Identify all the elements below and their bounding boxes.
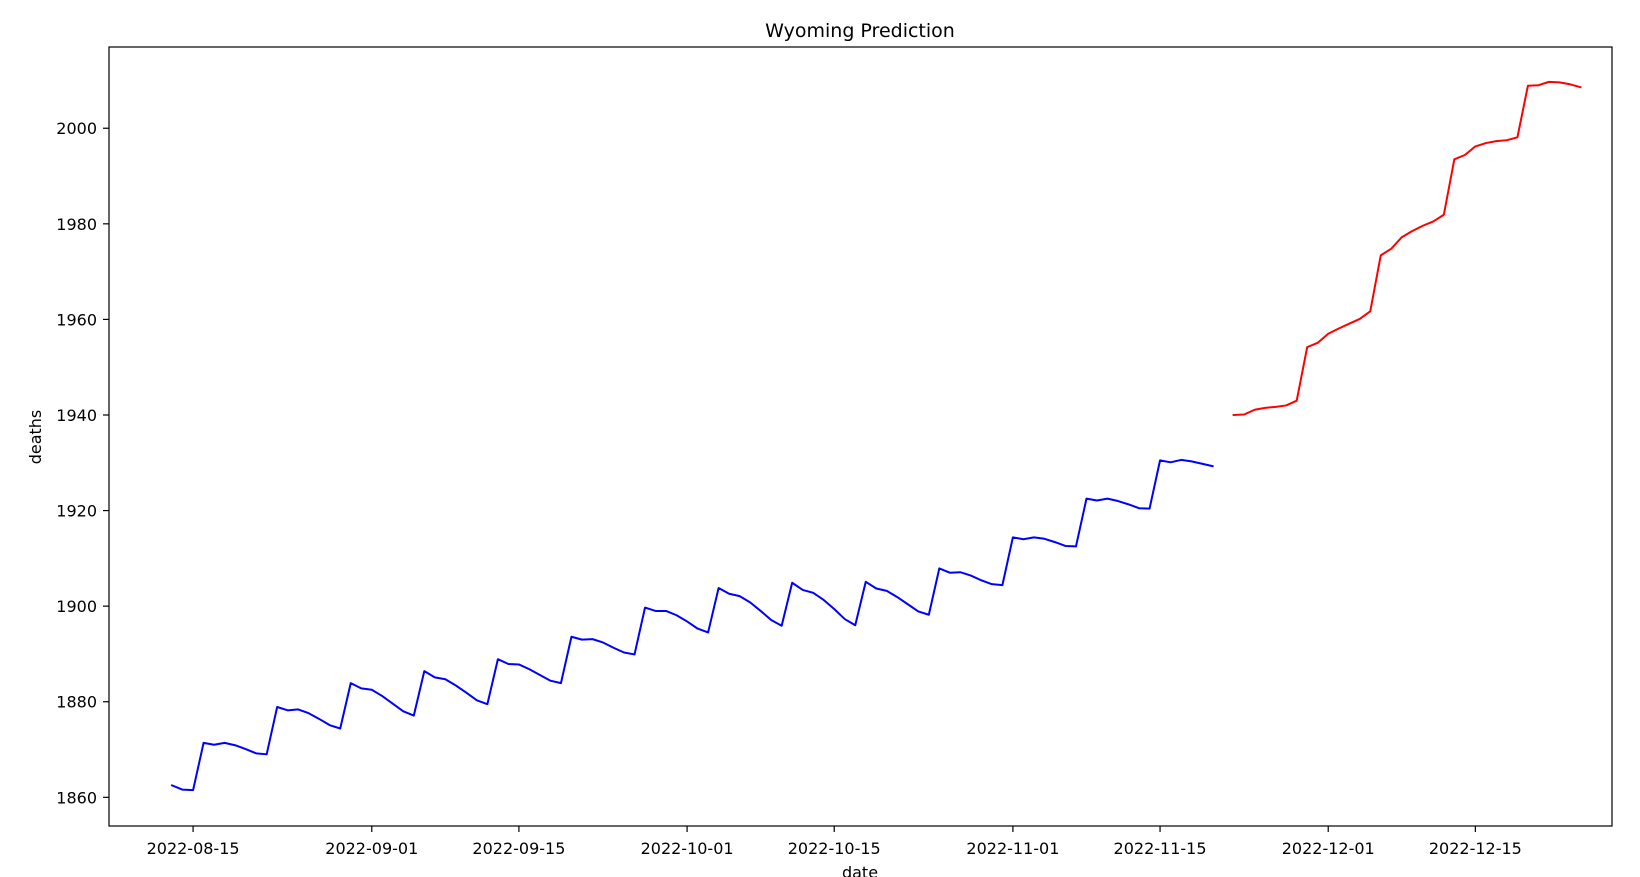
x-tick-label: 2022-11-15 — [1114, 839, 1207, 858]
y-tick-label: 1980 — [56, 215, 97, 234]
y-tick-label: 1900 — [56, 597, 97, 616]
x-tick-label: 2022-12-01 — [1282, 839, 1375, 858]
x-tick-label: 2022-10-01 — [641, 839, 734, 858]
series-line-2 — [1232, 80, 1582, 417]
y-tick-label: 2000 — [56, 119, 97, 138]
x-tick-label: 2022-12-15 — [1429, 839, 1522, 858]
plot-area-frame — [108, 46, 1613, 827]
y-tick-label: 1940 — [56, 406, 97, 425]
y-tick-label: 1860 — [56, 788, 97, 807]
y-tick-label: 1960 — [56, 310, 97, 329]
series-line-1 — [170, 458, 1214, 792]
chart-title: Wyoming Prediction — [765, 20, 955, 42]
x-tick-label: 2022-08-15 — [147, 839, 240, 858]
y-axis-ticks: 1860 1880 1900 1920 1940 1960 1980 2000 — [56, 119, 109, 807]
y-axis-label: deaths — [26, 410, 45, 465]
x-tick-label: 2022-11-01 — [966, 839, 1059, 858]
y-tick-label: 1880 — [56, 693, 97, 712]
x-tick-label: 2022-10-15 — [788, 839, 881, 858]
y-tick-label: 1920 — [56, 502, 97, 521]
x-axis-label: date — [842, 863, 878, 877]
x-tick-label: 2022-09-15 — [472, 839, 565, 858]
x-axis-ticks: 2022-08-15 2022-09-01 2022-09-15 2022-10-01… — [147, 826, 1522, 858]
x-tick-label: 2022-09-01 — [325, 839, 418, 858]
series-layer — [170, 80, 1582, 792]
